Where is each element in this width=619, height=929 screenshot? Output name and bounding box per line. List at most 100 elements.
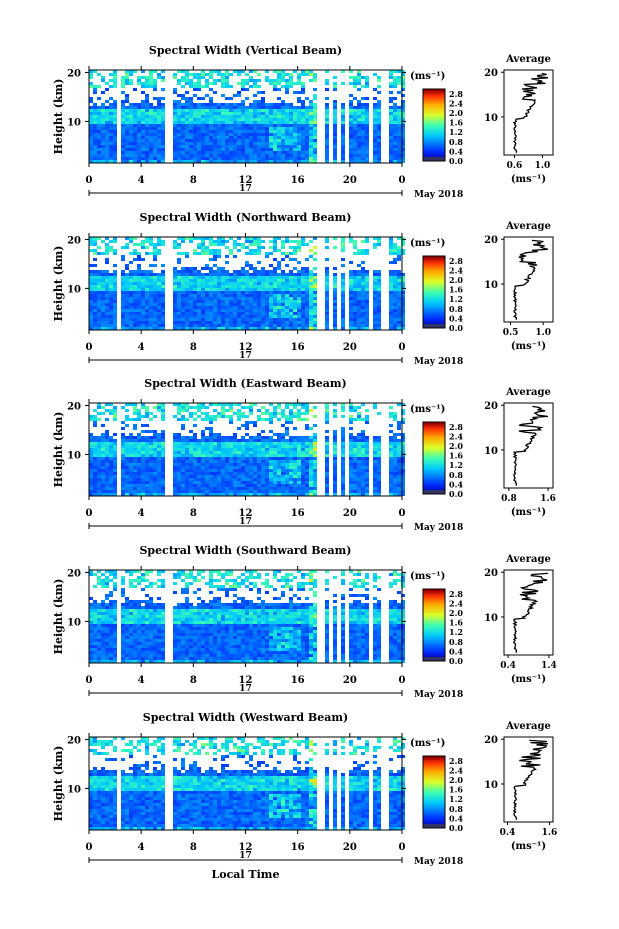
colorbar-step (423, 441, 445, 445)
colorbar-step (423, 476, 445, 479)
heatmap-cells (89, 570, 405, 663)
average-frame (503, 236, 554, 323)
colorbar-step (423, 308, 445, 311)
colorbar-tick-label: 0.8 (449, 637, 463, 647)
y-tick-label: 20 (67, 568, 81, 579)
date-label: 17 (239, 184, 252, 194)
colorbar-step (423, 616, 445, 619)
colorbar-step (423, 445, 445, 448)
colorbar (422, 588, 446, 662)
colorbar-step (423, 295, 445, 298)
average-frame (503, 402, 554, 489)
average-y-tick-label: 10 (484, 280, 498, 291)
colorbar-step (423, 319, 445, 322)
panel-5: Spectral Width (Westward Beam)2010Height… (52, 711, 557, 881)
colorbar-step (423, 634, 445, 637)
y-tick-label: 20 (67, 235, 81, 246)
average-x-label: (ms⁻¹) (511, 841, 546, 852)
average-frame (503, 69, 554, 156)
date-label: 17 (239, 351, 252, 361)
colorbar-step (423, 108, 445, 112)
y-tick-label: 10 (67, 117, 81, 128)
colorbar-tick-label: 1.6 (449, 618, 463, 628)
colorbar-step (423, 438, 445, 441)
colorbar-step (423, 281, 445, 284)
date-suffix: May 2018 (414, 690, 463, 700)
date-suffix: May 2018 (414, 523, 463, 533)
colorbar-step (423, 322, 445, 325)
colorbar-step (423, 761, 445, 764)
average-y-tick-label: 20 (484, 735, 498, 746)
heatmap-cells (89, 737, 405, 830)
colorbar-step (423, 797, 445, 800)
colorbar-step (423, 125, 445, 128)
colorbar-tick-label: 2.4 (449, 765, 463, 775)
y-axis-label: Height (km) (52, 79, 65, 155)
date-suffix: May 2018 (414, 857, 463, 867)
colorbar (422, 755, 446, 829)
date-suffix: May 2018 (414, 190, 463, 200)
colorbar-tick-label: 0.8 (449, 304, 463, 314)
y-axis-label: Height (km) (52, 246, 65, 322)
x-tick-label: 16 (291, 175, 305, 186)
x-tick-label: 0 (86, 175, 93, 186)
average-y-tick-label: 10 (484, 113, 498, 124)
average-title: Average (505, 554, 551, 565)
colorbar-step (423, 592, 445, 595)
colorbar-step (423, 110, 445, 113)
colorbar-step (423, 621, 445, 624)
heatmap-cells (89, 237, 405, 330)
average-x-tick-label: 0.4 (500, 661, 516, 671)
x-tick-label: 0 (86, 342, 93, 353)
colorbar-step (423, 632, 445, 635)
y-tick-label: 10 (67, 617, 81, 628)
average-frame (503, 736, 554, 823)
colorbar-step (423, 470, 445, 473)
date-label: 17 (239, 684, 252, 694)
colorbar-step (423, 783, 445, 786)
average-x-tick-label: 1.4 (541, 661, 557, 671)
colorbar-tick-label: 0.4 (449, 313, 463, 323)
x-tick-label: 20 (343, 508, 357, 519)
colorbar-step (423, 286, 445, 289)
x-tick-label: 8 (190, 842, 197, 853)
x-tick-label: 8 (190, 342, 197, 353)
x-tick-label: 20 (343, 675, 357, 686)
colorbar-step (423, 641, 445, 644)
colorbar-tick-label: 0.8 (449, 470, 463, 480)
colorbar-tick-label: 0.4 (449, 813, 463, 823)
colorbar-tick-label: 1.2 (449, 127, 463, 137)
colorbar-step (423, 479, 445, 482)
average-profile-line (512, 739, 548, 820)
x-axis-label: Local Time (212, 868, 280, 881)
panel-title: Spectral Width (Westward Beam) (143, 711, 348, 724)
x-tick-label: 4 (138, 342, 145, 353)
colorbar-step (423, 135, 445, 139)
average-y-tick-label: 10 (484, 446, 498, 457)
colorbar-step (423, 806, 445, 809)
colorbar-step (423, 802, 445, 806)
x-tick-label: 20 (343, 342, 357, 353)
average-title: Average (505, 387, 551, 398)
x-tick-label: 12 (239, 675, 253, 686)
panel-1: Spectral Width (Vertical Beam)2010Height… (52, 44, 554, 200)
panel-title: Spectral Width (Vertical Beam) (149, 44, 342, 57)
colorbar (422, 88, 446, 162)
colorbar-step (423, 477, 445, 481)
colorbar-step (423, 481, 445, 484)
colorbar-step (423, 274, 445, 277)
colorbar-tick-label: 1.6 (449, 785, 463, 795)
y-tick-label: 20 (67, 401, 81, 412)
average-profile-line (512, 572, 549, 653)
panel-title: Spectral Width (Southward Beam) (139, 544, 351, 557)
colorbar-tick-label: 2.4 (449, 98, 463, 108)
x-tick-label: 4 (138, 675, 145, 686)
colorbar-step (423, 652, 445, 655)
colorbar-step (423, 301, 445, 304)
colorbar-step (423, 813, 445, 816)
panel-2: Spectral Width (Northward Beam)2010Heigh… (52, 211, 554, 367)
colorbar-step (423, 152, 445, 155)
colorbar-step (423, 272, 445, 275)
colorbar-step (423, 90, 445, 94)
colorbar-step (423, 423, 445, 427)
